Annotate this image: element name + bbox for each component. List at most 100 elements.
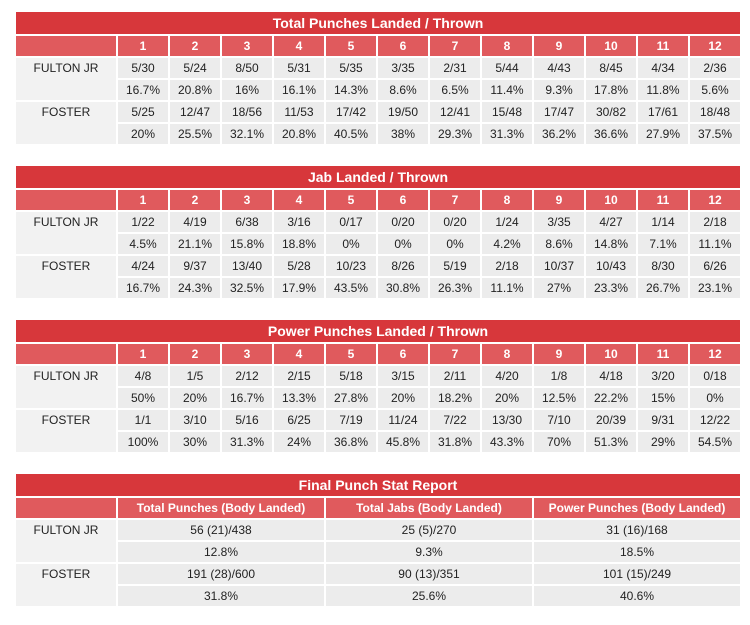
percentage: 29.3% [430,124,480,144]
column-header: 11 [638,190,688,210]
percentage: 40.5% [326,124,376,144]
fighter-row: FOSTER 1/1 3/10 5/16 6/25 7/19 11/24 7/22 13/30 7… [16,410,740,452]
percentage: 13.3% [274,388,324,408]
landed-thrown: 3/15 [378,366,428,386]
fighter-row: FULTON JR 1/22 4/19 6/38 3/16 0/17 0/20 0/20 1/2… [16,212,740,254]
column-header: 2 [170,36,220,56]
percentage: 9.3% [534,80,584,100]
column-header: 8 [482,344,532,364]
column-header: 6 [378,344,428,364]
landed-thrown: 2/11 [430,366,480,386]
percentage: 22.2% [586,388,636,408]
landed-thrown: 4/20 [482,366,532,386]
percentage: 16% [222,80,272,100]
percentage: 27.9% [638,124,688,144]
percentage: 31.3% [222,432,272,452]
percentage: 18.5% [534,542,740,562]
percentage: 31.3% [482,124,532,144]
table-title: Power Punches Landed / Thrown [16,320,740,342]
percentage: 5.6% [690,80,740,100]
landed-thrown: 12/47 [170,102,220,122]
fighter-row: FOSTER 191 (28)/600 90 (13)/351 101 (15)/24… [16,564,740,606]
percentage: 70% [534,432,584,452]
column-header: Total Jabs (Body Landed) [326,498,532,518]
percentage: 17.8% [586,80,636,100]
landed-thrown: 5/35 [326,58,376,78]
percentage: 7.1% [638,234,688,254]
percentage: 45.8% [378,432,428,452]
landed-thrown: 25 (5)/270 [326,520,532,540]
percentage: 25.6% [326,586,532,606]
percentage: 0% [378,234,428,254]
landed-thrown: 6/26 [690,256,740,276]
landed-thrown: 15/48 [482,102,532,122]
column-header: 12 [690,190,740,210]
percentage: 25.5% [170,124,220,144]
landed-thrown: 10/43 [586,256,636,276]
percentage: 36.2% [534,124,584,144]
column-header: 6 [378,36,428,56]
landed-thrown: 1/5 [170,366,220,386]
landed-thrown: 31 (16)/168 [534,520,740,540]
percentage: 18.2% [430,388,480,408]
percentage: 9.3% [326,542,532,562]
percentage: 27% [534,278,584,298]
landed-thrown: 18/48 [690,102,740,122]
landed-thrown: 5/24 [170,58,220,78]
percentage: 15.8% [222,234,272,254]
stat-table: Jab Landed / Thrown 1 2 3 4 5 6 7 8 9 10 11 12 FULTON… [14,164,742,300]
landed-thrown: 17/42 [326,102,376,122]
landed-thrown: 7/19 [326,410,376,430]
percentage: 26.7% [638,278,688,298]
column-header: 11 [638,344,688,364]
landed-thrown: 1/24 [482,212,532,232]
landed-thrown: 2/15 [274,366,324,386]
landed-thrown: 2/18 [690,212,740,232]
landed-thrown: 2/31 [430,58,480,78]
column-header: 8 [482,190,532,210]
header-row: 1 2 3 4 5 6 7 8 9 10 11 12 [16,344,740,364]
column-header: 2 [170,190,220,210]
table-title: Total Punches Landed / Thrown [16,12,740,34]
landed-thrown: 12/22 [690,410,740,430]
column-header: 9 [534,36,584,56]
title-row: Jab Landed / Thrown [16,166,740,188]
landed-thrown: 3/35 [378,58,428,78]
column-header: 7 [430,36,480,56]
percentage: 11.1% [690,234,740,254]
column-header: 6 [378,190,428,210]
column-header: 3 [222,190,272,210]
percentage: 32.5% [222,278,272,298]
percentage-row: 50% 20% 16.7% 13.3% 27.8% 20% 18.2% 20% 12.5% 22.… [16,388,740,408]
landed-thrown: 2/12 [222,366,272,386]
fighter-row: FULTON JR 56 (21)/438 25 (5)/270 31 (16)/16… [16,520,740,562]
percentage: 51.3% [586,432,636,452]
landed-thrown: 1/22 [118,212,168,232]
percentage-row: 16.7% 20.8% 16% 16.1% 14.3% 8.6% 6.5% 11.4% 9.3%… [16,80,740,100]
landed-thrown: 4/18 [586,366,636,386]
percentage: 36.8% [326,432,376,452]
column-header: 12 [690,344,740,364]
percentage: 30% [170,432,220,452]
column-header: 10 [586,190,636,210]
landed-thrown: 17/61 [638,102,688,122]
percentage: 0% [430,234,480,254]
percentage: 43.3% [482,432,532,452]
stat-table: Final Punch Stat Report Total Punches (Bo… [14,472,742,608]
report: Total Punches Landed / Thrown 1 2 3 4 5 6 7 8 9 10… [14,12,742,608]
percentage: 30.8% [378,278,428,298]
landed-thrown: 3/20 [638,366,688,386]
percentage: 4.2% [482,234,532,254]
percentage: 6.5% [430,80,480,100]
landed-thrown: 2/36 [690,58,740,78]
fighter-name: FULTON JR [16,58,116,100]
column-header: 4 [274,36,324,56]
percentage: 4.5% [118,234,168,254]
percentage: 11.8% [638,80,688,100]
header-blank [16,36,116,56]
landed-thrown: 9/37 [170,256,220,276]
landed-thrown: 4/34 [638,58,688,78]
fighter-row: FOSTER 5/25 12/47 18/56 11/53 17/42 19/50 12/41… [16,102,740,144]
percentage-row: 12.8% 9.3% 18.5% [16,542,740,562]
percentage: 36.6% [586,124,636,144]
